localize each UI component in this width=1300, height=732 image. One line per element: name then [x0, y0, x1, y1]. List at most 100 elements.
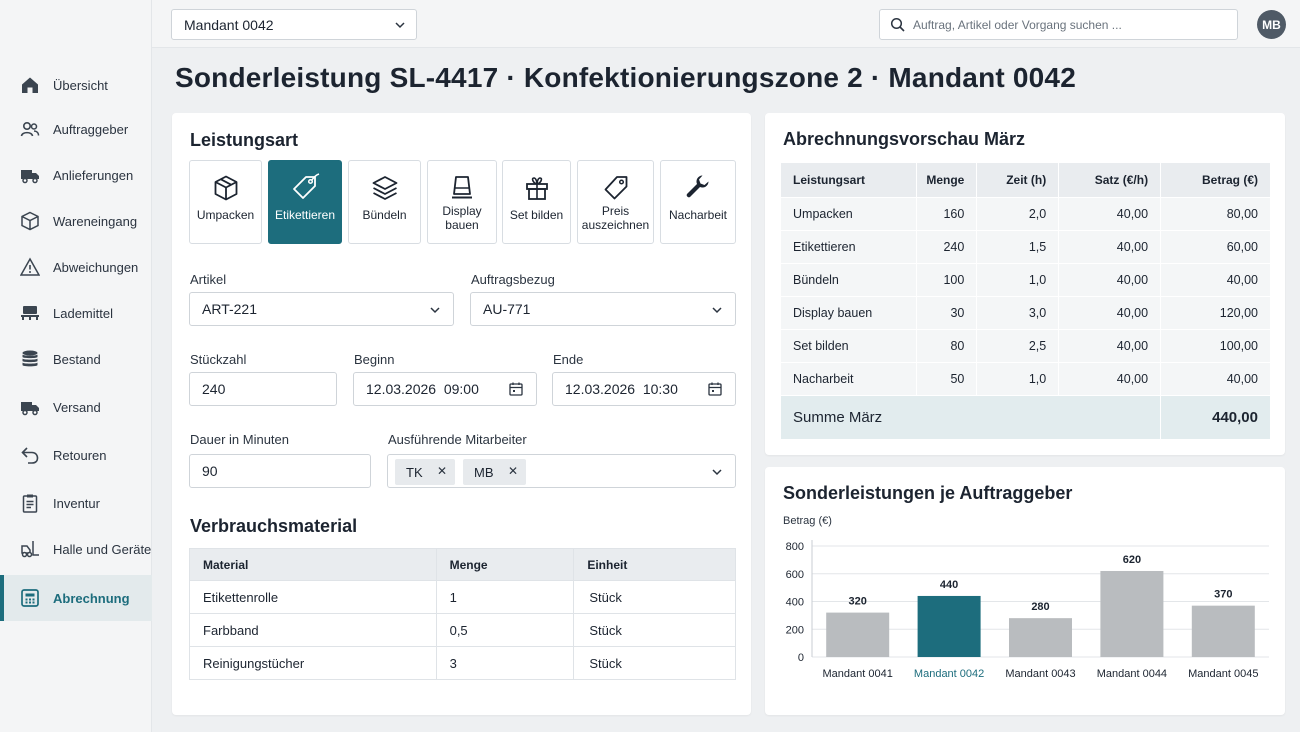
- service-type-tile[interactable]: Umpacken: [189, 160, 262, 244]
- layers-icon: [371, 173, 399, 203]
- table-cell: 1: [435, 580, 575, 614]
- ende-input[interactable]: 12.03.2026 10:30: [552, 372, 736, 406]
- search-icon: [890, 17, 906, 38]
- table-cell: 1,5: [976, 229, 1060, 263]
- artikel-select[interactable]: ART-221: [189, 292, 454, 326]
- beginn-input[interactable]: 12.03.2026 09:00: [353, 372, 537, 406]
- table-row: Display bauen 30 3,0 40,00 120,00: [781, 295, 1271, 329]
- column-header: Betrag (€): [1160, 163, 1271, 197]
- chevron-down-icon: [711, 465, 723, 481]
- column-header: Material: [189, 548, 437, 581]
- bar: [917, 595, 981, 657]
- database-icon: [19, 348, 41, 370]
- mitarbeiter-multiselect[interactable]: TK ✕ MB ✕: [387, 454, 736, 488]
- table-cell: 60,00: [1160, 229, 1271, 263]
- table-header-row: Material Menge Einheit: [189, 548, 736, 581]
- mandant-select[interactable]: Mandant 0042: [171, 9, 417, 40]
- return-arrow-icon: [19, 444, 41, 466]
- package-icon: [212, 173, 240, 203]
- employee-chip: MB ✕: [463, 459, 526, 485]
- column-header: Zeit (h): [976, 163, 1060, 197]
- sidebar-item-bestand[interactable]: Bestand: [0, 336, 152, 382]
- service-type-tile[interactable]: Nacharbeit: [660, 160, 736, 244]
- service-type-tile[interactable]: Etikettieren: [268, 160, 342, 244]
- table-row[interactable]: Etikettenrolle 1 Stück: [189, 580, 736, 614]
- billing-preview-heading: Abrechnungsvorschau März: [783, 129, 1026, 149]
- service-type-label: Etikettieren: [274, 208, 336, 222]
- beginn-label: Beginn: [354, 352, 395, 367]
- table-cell: 50: [916, 361, 978, 395]
- table-header-row: Leistungsart Menge Zeit (h) Satz (€/h) B…: [781, 163, 1271, 197]
- dauer-input[interactable]: 90: [189, 454, 371, 488]
- billing-table: Leistungsart Menge Zeit (h) Satz (€/h) B…: [781, 163, 1271, 439]
- y-tick-label: 0: [798, 652, 804, 664]
- stueckzahl-input[interactable]: 240: [189, 372, 337, 406]
- data-label: 280: [1031, 601, 1049, 613]
- bar-chart: 0 200 400 600 800 320 Mandant 0041 440 Mandant 0…: [786, 540, 1269, 680]
- invoice-icon: [19, 587, 41, 609]
- sidebar-item-lademittel[interactable]: Lademittel: [0, 290, 152, 336]
- search-box[interactable]: [879, 9, 1238, 40]
- sidebar-item-auftraggeber[interactable]: Auftraggeber: [0, 106, 152, 152]
- ende-label: Ende: [553, 352, 584, 367]
- price-tag-icon: [602, 173, 630, 203]
- auftragsbezug-select[interactable]: AU-771: [470, 292, 736, 326]
- sidebar-item-abrechnung[interactable]: Abrechnung: [0, 575, 152, 621]
- service-type-tile[interactable]: Display bauen: [427, 160, 497, 244]
- service-type-tile[interactable]: Set bilden: [502, 160, 571, 244]
- service-type-label: Preis auszeichnen: [581, 204, 650, 232]
- service-type-heading: Leistungsart: [190, 130, 299, 150]
- data-label: 320: [849, 596, 867, 608]
- remove-icon[interactable]: ✕: [436, 464, 447, 478]
- table-cell: 100: [916, 262, 978, 296]
- dauer-label: Dauer in Minuten: [190, 432, 289, 447]
- sidebar-item-wareneingang[interactable]: Wareneingang: [0, 198, 152, 244]
- x-tick-label: Mandant 0043: [1005, 668, 1075, 680]
- calendar-icon[interactable]: [707, 381, 723, 400]
- table-cell: 40,00: [1058, 196, 1162, 230]
- x-tick-label: Mandant 0041: [823, 668, 893, 680]
- chevron-down-icon: [711, 303, 723, 319]
- x-tick-label: Mandant 0042: [914, 668, 984, 680]
- search-input[interactable]: [913, 16, 1229, 34]
- column-header: Menge: [916, 163, 978, 197]
- sum-label: Summe März: [781, 394, 1162, 439]
- artikel-value: ART-221: [202, 301, 257, 317]
- calendar-icon[interactable]: [508, 381, 524, 400]
- table-cell: 40,00: [1058, 229, 1162, 263]
- table-cell: Display bauen: [781, 295, 918, 329]
- dauer-value: 90: [202, 463, 218, 479]
- sidebar-item-anlieferungen[interactable]: Anlieferungen: [0, 152, 152, 198]
- table-cell: Reinigungstücher: [189, 646, 437, 680]
- tag-icon: [290, 173, 320, 203]
- sidebar-item-label: Lademittel: [53, 305, 113, 321]
- table-cell: 40,00: [1160, 262, 1271, 296]
- sidebar-item-versand[interactable]: Versand: [0, 384, 152, 430]
- chart-title: Sonderleistungen je Auftraggeber: [783, 483, 1073, 503]
- truck-icon: [19, 164, 41, 186]
- artikel-label: Artikel: [190, 272, 227, 287]
- sidebar-item-retouren[interactable]: Retouren: [0, 432, 152, 478]
- sidebar-item-halle-und-geräte[interactable]: Halle und Geräte: [0, 526, 152, 572]
- remove-icon[interactable]: ✕: [507, 464, 518, 478]
- table-row[interactable]: Reinigungstücher 3 Stück: [189, 646, 736, 680]
- table-cell: 1,0: [976, 262, 1060, 296]
- y-tick-label: 200: [786, 624, 804, 636]
- service-type-tile[interactable]: Preis auszeichnen: [577, 160, 654, 244]
- table-row[interactable]: Farbband 0,5 Stück: [189, 613, 736, 647]
- sidebar-item-abweichungen[interactable]: Abweichungen: [0, 244, 152, 290]
- sidebar-item-übersicht[interactable]: Übersicht: [0, 62, 152, 108]
- chart-card: [765, 467, 1285, 715]
- sidebar-item-inventur[interactable]: Inventur: [0, 480, 152, 526]
- service-type-tile[interactable]: Bündeln: [348, 160, 421, 244]
- table-cell: 3: [435, 646, 575, 680]
- sidebar-item-label: Versand: [53, 399, 101, 415]
- table-cell: 100,00: [1160, 328, 1271, 362]
- column-header: Menge: [435, 548, 575, 581]
- column-header: Leistungsart: [781, 163, 918, 197]
- service-type-label: Display bauen: [442, 204, 482, 232]
- table-cell: 120,00: [1160, 295, 1271, 329]
- service-type-label: Umpacken: [196, 208, 255, 222]
- avatar[interactable]: MB: [1257, 10, 1286, 39]
- service-type-label: Nacharbeit: [668, 208, 728, 222]
